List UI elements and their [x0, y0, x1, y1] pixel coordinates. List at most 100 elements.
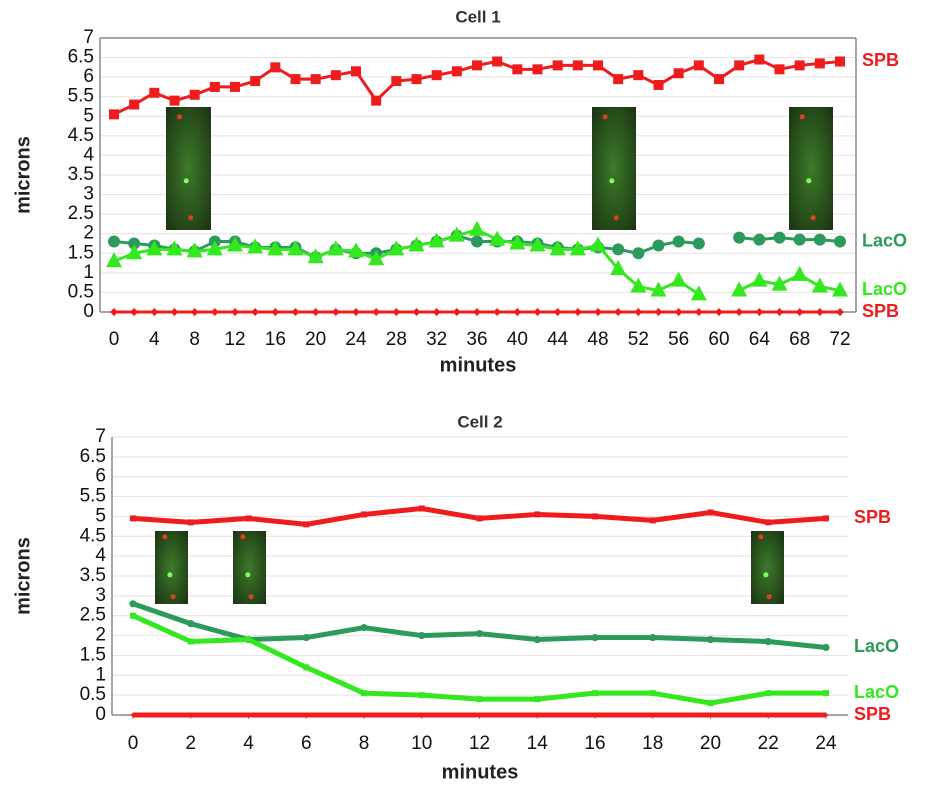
x-tick-label: 52 [628, 329, 649, 350]
marker [594, 308, 602, 316]
marker [671, 272, 687, 287]
marker [433, 308, 441, 316]
marker [190, 90, 200, 100]
marker [816, 308, 824, 316]
y-tick-label: 0.5 [68, 281, 94, 302]
y-tick-label: 5.5 [68, 86, 94, 107]
marker [714, 74, 724, 84]
x-tick-label: 8 [359, 733, 370, 754]
marker [191, 308, 199, 316]
marker [492, 56, 502, 66]
marker [534, 636, 541, 643]
micrograph-spot [811, 215, 816, 220]
marker [754, 55, 764, 65]
marker [452, 66, 462, 76]
marker [303, 664, 309, 670]
y-tick-label: 0.5 [80, 684, 106, 705]
marker [170, 96, 180, 106]
marker [251, 308, 259, 316]
x-tick-label: 16 [265, 329, 286, 350]
y-tick-label: 1.5 [68, 242, 94, 263]
marker [533, 64, 543, 74]
marker [412, 74, 422, 84]
marker [695, 308, 703, 316]
marker [694, 60, 704, 70]
marker [693, 238, 705, 250]
marker [171, 308, 179, 316]
marker [271, 308, 279, 316]
marker [534, 308, 542, 316]
series-label: SPB [862, 301, 899, 321]
marker [303, 634, 310, 641]
y-tick-label: 3.5 [68, 164, 94, 185]
micrograph-spot [800, 114, 805, 119]
marker [371, 96, 381, 106]
x-tick-label: 8 [189, 329, 200, 350]
x-tick-label: 36 [466, 329, 487, 350]
marker [653, 239, 665, 251]
marker [614, 308, 622, 316]
y-tick-label: 0 [95, 704, 106, 725]
y-tick-label: 6.5 [80, 446, 106, 467]
marker [592, 513, 598, 519]
series-label: LacO [862, 279, 907, 299]
marker [361, 690, 367, 696]
marker [591, 634, 598, 641]
micrograph [166, 107, 211, 230]
marker [187, 620, 194, 627]
micrograph-spot [162, 534, 167, 539]
y-tick-label: 4.5 [68, 125, 94, 146]
chart-title: Cell 2 [457, 412, 502, 431]
marker [708, 700, 714, 706]
marker [392, 308, 400, 316]
y-axis-label: microns [12, 537, 34, 615]
marker [419, 505, 425, 511]
marker [471, 236, 483, 248]
marker [755, 308, 763, 316]
x-axis-label: minutes [442, 761, 519, 783]
y-tick-label: 3.5 [80, 565, 106, 586]
marker [836, 308, 844, 316]
marker [834, 236, 846, 248]
micrograph-spot [763, 572, 768, 577]
marker [150, 308, 158, 316]
marker [812, 278, 828, 293]
series-label: LacO [854, 636, 899, 656]
marker [553, 60, 563, 70]
marker [753, 234, 765, 246]
marker [733, 232, 745, 244]
micrograph [233, 531, 266, 604]
y-tick-label: 1 [83, 262, 94, 283]
page: {"chart_data": [ {"type": "line", "title… [0, 0, 929, 785]
marker [815, 58, 825, 68]
y-tick-label: 7 [83, 27, 94, 48]
y-tick-label: 0 [83, 301, 94, 322]
y-tick-label: 6.5 [68, 47, 94, 68]
figure: Cell 100.511.522.533.544.555.566.5704812… [0, 0, 929, 785]
y-tick-label: 2.5 [68, 203, 94, 224]
x-axis-label: minutes [440, 354, 517, 376]
series-label: LacO [854, 682, 899, 702]
marker [231, 308, 239, 316]
x-tick-label: 16 [584, 733, 605, 754]
marker [129, 600, 136, 607]
y-tick-label: 5 [95, 505, 106, 526]
marker [795, 60, 805, 70]
y-tick-label: 6 [83, 66, 94, 87]
marker [675, 308, 683, 316]
marker [715, 308, 723, 316]
marker [230, 82, 240, 92]
series-label: LacO [862, 230, 907, 250]
x-tick-label: 60 [708, 329, 729, 350]
x-tick-label: 12 [224, 329, 245, 350]
marker [418, 632, 425, 639]
marker [391, 76, 401, 86]
micrograph-spot [758, 534, 763, 539]
marker [109, 109, 119, 119]
y-tick-label: 5.5 [80, 486, 106, 507]
micrograph-spot [249, 594, 254, 599]
micrograph-spot [245, 572, 250, 577]
marker [835, 56, 845, 66]
marker [130, 515, 136, 521]
marker [632, 247, 644, 259]
